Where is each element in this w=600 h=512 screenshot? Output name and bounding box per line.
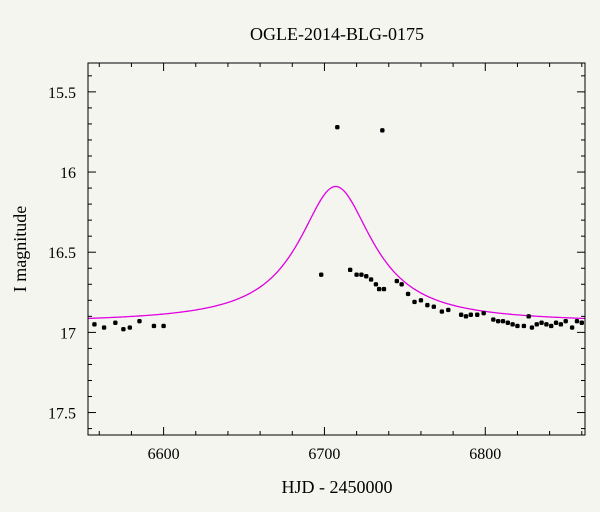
axes: 6600 6700 6800 15.5 16 16.5 17 17.5 xyxy=(48,63,585,463)
data-point xyxy=(563,318,568,324)
data-point xyxy=(405,291,411,297)
data-point xyxy=(510,322,515,327)
data-point xyxy=(534,322,539,327)
data-point xyxy=(364,274,369,279)
data-point xyxy=(335,124,340,130)
x-tick-label: 6700 xyxy=(308,446,340,463)
data-point xyxy=(431,304,437,309)
data-point xyxy=(569,325,575,330)
data-point xyxy=(151,323,157,329)
data-point xyxy=(539,320,544,325)
data-point xyxy=(439,309,445,314)
data-point xyxy=(491,317,496,322)
data-point xyxy=(412,299,417,305)
data-point xyxy=(359,272,364,277)
data-point xyxy=(495,318,501,324)
data-point xyxy=(368,277,374,282)
data-point xyxy=(463,314,469,319)
data-point xyxy=(529,325,535,330)
data-point xyxy=(446,307,451,313)
data-point xyxy=(468,312,473,317)
data-point xyxy=(347,267,353,273)
y-tick-label: 16 xyxy=(60,165,76,182)
y-tick-label: 15.5 xyxy=(48,85,76,102)
y-tick-label: 17 xyxy=(60,325,76,342)
data-point xyxy=(354,272,359,277)
data-point xyxy=(481,310,486,316)
data-point xyxy=(399,282,404,287)
data-point xyxy=(418,298,424,303)
data-point xyxy=(579,320,584,325)
data-point xyxy=(574,318,580,324)
data-point xyxy=(515,323,520,329)
data-point xyxy=(121,326,126,332)
y-axis-label: I magnitude xyxy=(10,206,30,292)
data-point xyxy=(376,286,382,292)
data-point xyxy=(373,282,379,287)
data-point xyxy=(458,312,464,317)
data-point xyxy=(500,318,506,324)
data-point xyxy=(553,320,559,325)
data-point xyxy=(526,314,531,319)
data-point xyxy=(425,302,430,308)
data-point xyxy=(127,325,133,330)
data-point xyxy=(475,312,480,317)
data-point xyxy=(394,278,400,284)
data-point xyxy=(544,322,549,327)
model-curve xyxy=(87,185,586,320)
x-tick-label: 6600 xyxy=(148,446,180,463)
data-point xyxy=(505,320,510,325)
data-point xyxy=(381,286,387,292)
data-point xyxy=(549,323,554,329)
data-point xyxy=(92,322,97,327)
data-point xyxy=(319,272,324,277)
data-point xyxy=(521,323,527,329)
y-tick-label: 17.5 xyxy=(48,406,76,423)
data-point xyxy=(380,128,385,133)
x-tick-label: 6800 xyxy=(469,446,501,463)
data-point xyxy=(137,318,142,324)
y-tick-label: 16.5 xyxy=(48,245,76,262)
data-point xyxy=(558,322,564,327)
x-axis-label: HJD - 2450000 xyxy=(282,477,393,497)
data-point xyxy=(161,323,166,329)
plot-area xyxy=(87,124,586,332)
data-point xyxy=(113,320,118,325)
plot-frame xyxy=(87,62,586,436)
chart-title: OGLE-2014-BLG-0175 xyxy=(250,24,424,44)
data-point xyxy=(101,325,107,330)
